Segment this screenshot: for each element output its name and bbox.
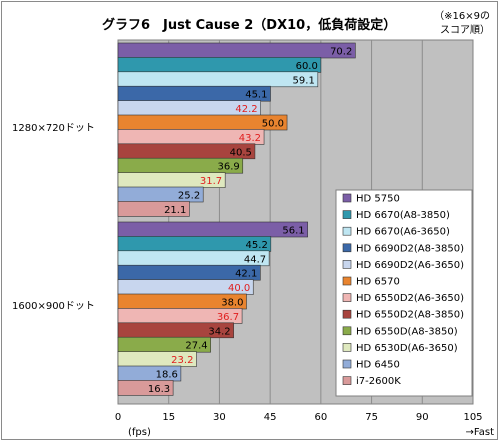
direction-label: →Fast: [466, 427, 495, 438]
value-label: 40.0: [228, 283, 250, 294]
value-label: 23.2: [171, 355, 193, 366]
legend-swatch: [342, 376, 352, 385]
bars: [117, 42, 356, 396]
value-label: 42.1: [235, 269, 257, 280]
bar: [117, 201, 190, 217]
value-label: 44.7: [244, 254, 266, 265]
value-label: 25.2: [178, 191, 200, 202]
legend-swatch: [342, 276, 352, 286]
legend-swatch: [342, 343, 352, 352]
legend-swatch: [342, 293, 352, 302]
legend: HD 5750 HD 6670(A8-3850) HD 6670(A6-3650) H…: [335, 189, 473, 397]
legend-box: [335, 189, 473, 397]
value-label: 43.2: [239, 133, 261, 144]
bar: [117, 42, 356, 59]
bar: [117, 71, 319, 88]
value-label: 45.2: [246, 240, 268, 251]
value-label: 27.4: [185, 341, 207, 352]
value-label: 42.2: [235, 104, 257, 115]
value-label: 50.0: [262, 119, 284, 130]
x-tick-label: 15: [162, 412, 175, 423]
legend-entry: HD 5750: [356, 194, 400, 205]
legend-entry: HD 6530D(A6-3650): [356, 343, 458, 354]
legend-swatch: [342, 226, 352, 236]
x-tick-label: 0: [115, 412, 121, 423]
legend-entry: HD 6570: [356, 277, 400, 288]
value-label: 21.1: [164, 205, 186, 216]
value-label: 36.7: [217, 312, 239, 323]
x-tick-label: 30: [213, 412, 226, 423]
sort-note-line-1: （※16×9の: [434, 10, 490, 22]
value-label: 45.1: [245, 90, 267, 101]
x-tick-label: 90: [416, 412, 429, 423]
legend-swatch: [342, 326, 352, 336]
value-label: 38.0: [221, 298, 243, 309]
value-label: 56.1: [282, 226, 304, 237]
x-tick-label: 75: [365, 412, 378, 423]
legend-entry: HD 6670(A8-3850): [356, 210, 450, 221]
bar: [117, 221, 308, 238]
bar: [117, 57, 322, 73]
legend-swatch: [342, 210, 352, 219]
legend-entry: HD 6450: [356, 360, 400, 371]
value-label: 36.9: [217, 162, 239, 173]
category-label-1280x720: 1280×720ドット: [12, 123, 95, 134]
legend-swatch: [342, 309, 352, 319]
value-label: 31.7: [200, 176, 222, 187]
legend-entry: i7-2600K: [356, 376, 401, 387]
legend-entry: HD 6690D2(A8-3850): [356, 243, 464, 254]
value-label: 60.0: [296, 61, 318, 72]
legend-swatch: [342, 243, 352, 253]
x-tick-label: 45: [264, 412, 277, 423]
value-label: 40.5: [230, 147, 252, 158]
legend-entry: HD 6550D2(A6-3650): [356, 293, 464, 304]
legend-swatch: [342, 260, 352, 269]
value-label: 18.6: [156, 370, 178, 381]
value-label: 70.2: [330, 47, 352, 58]
x-tick-label: 60: [314, 412, 327, 423]
value-labels: 70.2 60.0 59.1 45.1 42.2 50.043.2 40.5 36.9 31.7…: [148, 47, 352, 395]
category-label-1600x900: 1600×900ドット: [12, 301, 95, 312]
chart-title: グラフ6 Just Cause 2（DX10，低負荷設定）: [102, 17, 396, 33]
legend-entry: HD 6670(A6-3650): [356, 227, 450, 238]
x-axis-ticks: 0 15 30 45 60 75 90 105: [115, 412, 483, 423]
legend-entry: HD 6690D2(A6-3650): [356, 260, 464, 271]
value-label: 59.1: [293, 75, 315, 86]
sort-note-line-2: スコア順）: [440, 24, 490, 36]
bar: [117, 380, 174, 396]
x-tick-label: 105: [463, 412, 482, 423]
legend-entry: HD 6550D2(A8-3850): [356, 310, 464, 321]
x-axis-unit-label: (fps): [128, 427, 151, 438]
legend-swatch: [342, 359, 352, 369]
legend-swatch: [342, 193, 352, 203]
value-label: 34.2: [208, 326, 230, 337]
value-label: 16.3: [148, 384, 170, 395]
legend-entry: HD 6550D(A8-3850): [356, 326, 458, 337]
